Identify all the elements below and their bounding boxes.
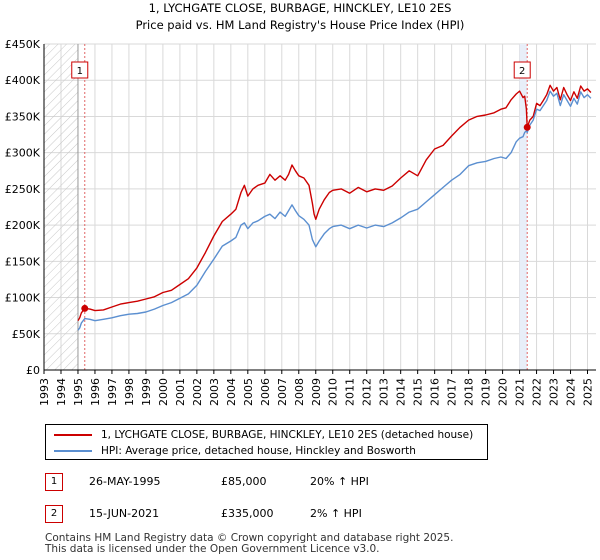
x-tick-label: 2008 <box>293 378 306 406</box>
sale-date-2: 15-JUN-2021 <box>89 507 160 520</box>
y-tick-label: £350K <box>5 110 41 123</box>
sale-marker-label-2: 2 <box>519 66 525 77</box>
chart-title: 1, LYCHGATE CLOSE, BURBAGE, HINCKLEY, LE… <box>149 1 452 15</box>
x-tick-label: 1998 <box>123 378 136 406</box>
sale-marker-box-1 <box>71 61 89 79</box>
sale-price-1: £85,000 <box>221 475 267 488</box>
x-tick-label: 2019 <box>480 378 493 406</box>
sale-hpi-1: 20% ↑ HPI <box>310 475 369 488</box>
y-tick-label: £400K <box>5 74 41 87</box>
legend-item-property: 1, LYCHGATE CLOSE, BURBAGE, HINCKLEY, LE… <box>54 427 473 443</box>
x-tick-label: 2024 <box>565 378 578 406</box>
sale-badge-2: 2 <box>45 505 63 523</box>
legend-swatch-property <box>54 434 92 436</box>
footer-line-1: Contains HM Land Registry data © Crown c… <box>45 532 454 544</box>
x-tick-label: 2017 <box>446 378 459 406</box>
x-tick-label: 2013 <box>378 378 391 406</box>
property-price-line <box>77 84 592 322</box>
legend-swatch-hpi <box>54 450 92 452</box>
x-tick-label: 2020 <box>497 378 510 406</box>
footer-attribution: Contains HM Land Registry data © Crown c… <box>45 533 453 555</box>
x-tick-label: 1993 <box>38 378 51 406</box>
footer-line-2: This data is licensed under the Open Gov… <box>45 543 380 555</box>
x-tick-label: 2012 <box>361 378 374 406</box>
shaded-region <box>519 44 528 370</box>
x-tick-label: 1996 <box>89 378 102 406</box>
x-tick-label: 2018 <box>463 378 476 406</box>
y-tick-label: £50K <box>12 328 41 341</box>
x-tick-label: 2000 <box>157 378 170 406</box>
y-tick-label: £300K <box>5 147 41 160</box>
sale-point-1 <box>81 304 89 312</box>
chart-subtitle: Price paid vs. HM Land Registry's House … <box>136 18 465 32</box>
sale-hpi-2: 2% ↑ HPI <box>310 507 362 520</box>
legend-label-hpi: HPI: Average price, detached house, Hinc… <box>101 445 416 457</box>
x-tick-label: 2009 <box>310 378 323 406</box>
hatched-region <box>44 44 78 370</box>
sale-marker-label-1: 1 <box>77 66 83 77</box>
x-tick-label: 2022 <box>531 378 544 406</box>
x-tick-label: 2015 <box>412 378 425 406</box>
y-tick-label: £150K <box>5 255 41 268</box>
x-tick-label: 2005 <box>242 378 255 406</box>
y-tick-label: £200K <box>5 219 41 232</box>
x-tick-label: 1999 <box>140 378 153 406</box>
x-tick-label: 1997 <box>106 378 119 406</box>
x-tick-label: 1995 <box>72 378 85 406</box>
x-tick-label: 2004 <box>225 378 238 406</box>
hpi-line <box>77 90 592 331</box>
x-tick-label: 2006 <box>259 378 272 406</box>
price-chart: 1, LYCHGATE CLOSE, BURBAGE, HINCKLEY, LE… <box>5 1 596 406</box>
x-tick-label: 1994 <box>55 378 68 406</box>
legend-item-hpi: HPI: Average price, detached house, Hinc… <box>54 443 416 459</box>
sale-date-1: 26-MAY-1995 <box>89 475 161 488</box>
legend: 1, LYCHGATE CLOSE, BURBAGE, HINCKLEY, LE… <box>45 424 488 460</box>
sale-price-2: £335,000 <box>221 507 274 520</box>
sale-marker-box-2 <box>513 61 531 79</box>
x-tick-label: 2010 <box>327 378 340 406</box>
y-tick-label: £0 <box>26 364 40 377</box>
x-tick-label: 2011 <box>344 378 357 406</box>
x-tick-label: 2023 <box>548 378 561 406</box>
legend-label-property: 1, LYCHGATE CLOSE, BURBAGE, HINCKLEY, LE… <box>101 429 474 441</box>
y-tick-label: £100K <box>5 292 41 305</box>
x-tick-label: 2002 <box>191 378 204 406</box>
y-tick-label: £250K <box>5 183 41 196</box>
x-tick-label: 2001 <box>174 378 187 406</box>
x-tick-label: 2021 <box>514 378 527 406</box>
x-tick-label: 2003 <box>208 378 221 406</box>
x-tick-label: 2016 <box>429 378 442 406</box>
sale-point-2 <box>523 123 531 131</box>
x-tick-label: 2014 <box>395 378 408 406</box>
sale-badge-1: 1 <box>45 473 63 491</box>
y-tick-label: £450K <box>5 38 41 51</box>
x-tick-label: 2025 <box>582 378 595 406</box>
x-tick-label: 2007 <box>276 378 289 406</box>
